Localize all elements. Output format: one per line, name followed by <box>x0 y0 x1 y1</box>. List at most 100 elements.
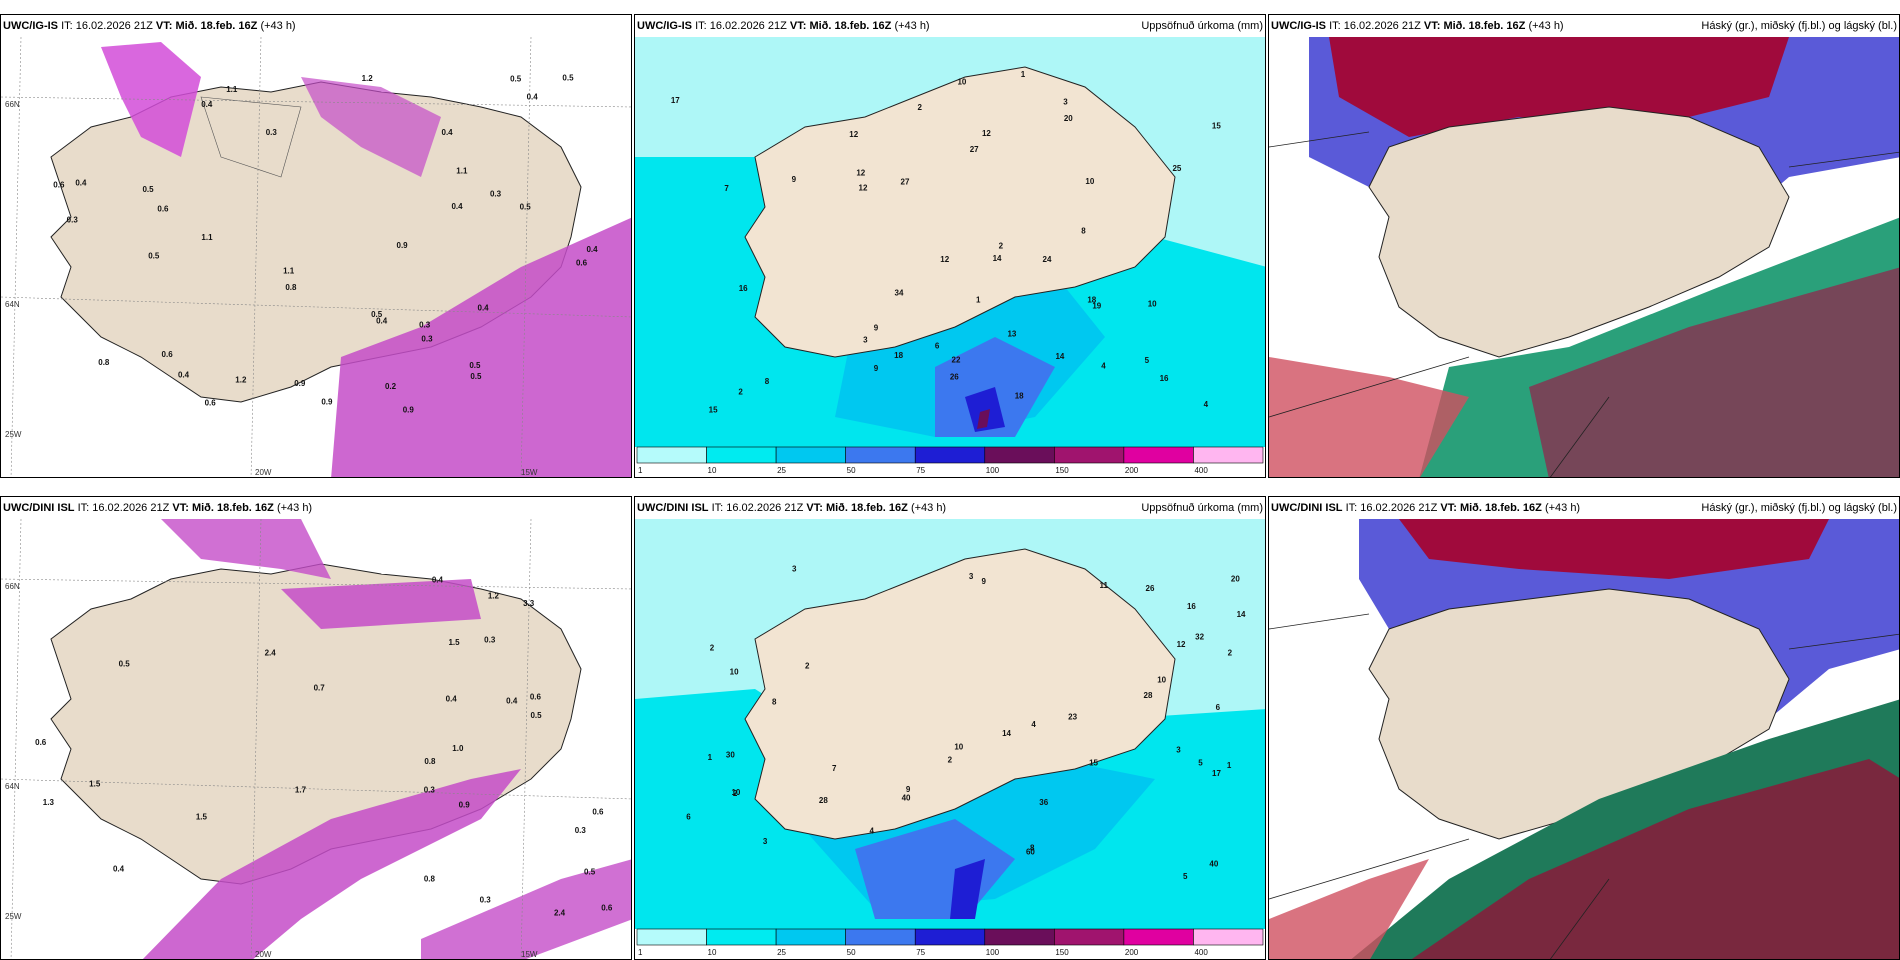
value-label: 34 <box>895 288 904 297</box>
value-label: 0.4 <box>506 697 518 706</box>
value-label: 9 <box>874 364 879 373</box>
precip-title: Uppsöfnuð úrkoma (mm) <box>1141 502 1263 514</box>
lon-label-25: 25W <box>5 912 22 921</box>
colorbar-label: 200 <box>1125 466 1139 475</box>
value-label: 16 <box>1160 374 1169 383</box>
cloud-map[interactable] <box>1269 37 1899 477</box>
value-label: 2 <box>733 789 738 798</box>
cloud-map[interactable] <box>1269 519 1899 959</box>
value-label: 0.5 <box>119 659 131 668</box>
wind-panel-top: UWC/IG-IS IT: 16.02.2026 21Z VT: Mið. 18… <box>0 14 632 478</box>
colorbar-swatch <box>1054 928 1125 946</box>
cloud-title: Háský (gr.), miðský (fj.bl.) og lágský (… <box>1701 20 1897 32</box>
value-label: 22 <box>952 356 961 365</box>
value-label: 20 <box>1064 114 1073 123</box>
value-label: 8 <box>1030 844 1035 853</box>
value-label: 5 <box>1183 872 1188 881</box>
value-label: 1.1 <box>456 166 468 175</box>
value-label: 1.5 <box>89 779 101 788</box>
panel-header: UWC/IG-IS IT: 16.02.2026 21Z VT: Mið. 18… <box>1269 15 1899 37</box>
value-label: 16 <box>1187 602 1196 611</box>
value-label: 2 <box>805 661 810 670</box>
value-label: 0.4 <box>376 316 388 325</box>
value-label: 0.3 <box>421 334 433 343</box>
value-label: 0.6 <box>162 350 174 359</box>
colorbar-label: 10 <box>708 948 717 957</box>
value-label: 3.3 <box>523 599 535 608</box>
value-label: 20 <box>1231 575 1240 584</box>
value-label: 16 <box>739 284 748 293</box>
value-label: 14 <box>993 254 1002 263</box>
value-label: 1.5 <box>448 638 460 647</box>
value-label: 0.6 <box>601 904 613 913</box>
panel-header: UWC/DINI ISL IT: 16.02.2026 21Z VT: Mið.… <box>1269 497 1899 519</box>
value-label: 0.4 <box>478 303 490 312</box>
value-label: 15 <box>1212 122 1221 131</box>
wind-map[interactable]: 66N 64N 25W 20W 15W 0.9 0.4 0.6 0.5 0.3 0.2 0.… <box>1 37 631 477</box>
value-label: 4 <box>1031 720 1036 729</box>
value-label: 10 <box>1148 300 1157 309</box>
colorbar-swatch <box>1193 928 1264 946</box>
value-label: 26 <box>950 372 959 381</box>
value-label: 0.3 <box>484 635 496 644</box>
value-label: 4 <box>1101 362 1106 371</box>
value-label: 9 <box>906 785 911 794</box>
precip-map[interactable]: 2 2 2 4 5 6 5 7 3 3 3 6 4 2 3 2 1 1 10 10 16 26 40 15 14 14 12 32 30… <box>635 519 1265 929</box>
value-label: 10 <box>957 77 966 86</box>
colorbar-label: 100 <box>986 466 1000 475</box>
value-label: 0.5 <box>584 868 596 877</box>
value-label: 12 <box>940 255 949 264</box>
colorbar-label: 75 <box>916 948 925 957</box>
value-label: 3 <box>1176 745 1181 754</box>
value-label: 0.2 <box>385 382 397 391</box>
lon-label-15: 15W <box>521 468 538 477</box>
colorbar-label: 1 <box>638 948 643 957</box>
value-label: 6 <box>935 342 940 351</box>
lon-label-25: 25W <box>5 430 22 439</box>
value-label: 8 <box>765 377 770 386</box>
value-label: 40 <box>1209 859 1218 868</box>
value-label: 18 <box>1087 296 1096 305</box>
value-label: 7 <box>832 764 837 773</box>
value-label: 0.6 <box>35 738 47 747</box>
lon-label-20: 20W <box>255 468 272 477</box>
value-label: 26 <box>1146 584 1155 593</box>
panel-header: UWC/DINI ISL IT: 16.02.2026 21Z VT: Mið.… <box>3 502 313 514</box>
value-label: 40 <box>902 794 911 803</box>
value-label: 27 <box>901 177 910 186</box>
wind-map[interactable]: 66N 64N 25W 20W 15W 0.3 0.6 0.4 0.3 0.8 0.3 0.… <box>1 519 631 959</box>
value-label: 2.4 <box>265 649 277 658</box>
value-label: 0.8 <box>285 283 297 292</box>
value-label: 0.5 <box>510 75 522 84</box>
value-label: 3 <box>969 572 974 581</box>
value-label: 2 <box>738 387 743 396</box>
colorbar-label: 25 <box>777 948 786 957</box>
cloud-panel-top: UWC/IG-IS IT: 16.02.2026 21Z VT: Mið. 18… <box>1268 14 1900 478</box>
value-label: 3 <box>863 336 868 345</box>
value-label: 28 <box>1144 691 1153 700</box>
colorbar-label: 10 <box>708 466 717 475</box>
value-label: 0.3 <box>480 896 492 905</box>
value-label: 0.6 <box>576 258 588 267</box>
colorbar-swatch <box>636 446 707 464</box>
colorbar-swatch <box>706 446 777 464</box>
value-label: 1.3 <box>43 798 55 807</box>
value-label: 0.9 <box>321 397 333 406</box>
value-label: 0.6 <box>592 807 604 816</box>
value-label: 27 <box>970 145 979 154</box>
value-label: 17 <box>1212 769 1221 778</box>
colorbar-swatch <box>1054 446 1125 464</box>
value-label: 5 <box>1198 759 1203 768</box>
colorbar-swatch <box>706 928 777 946</box>
value-label: 14 <box>1055 352 1064 361</box>
value-label: 19 <box>1092 301 1101 310</box>
value-label: 17 <box>671 96 680 105</box>
lat-label-64: 64N <box>5 300 20 309</box>
precip-map[interactable]: 2 10 2 1 2 1 5 3 4 3 4 12 18 10 14 12 18 16 12 15 17 8 26 24 19 2… <box>635 37 1265 447</box>
value-label: 32 <box>1195 633 1204 642</box>
value-label: 36 <box>1039 798 1048 807</box>
lat-label-64: 64N <box>5 782 20 791</box>
colorbar-label: 1 <box>638 466 643 475</box>
value-label: 1.1 <box>283 267 295 276</box>
wind-panel-bottom: UWC/DINI ISL IT: 16.02.2026 21Z VT: Mið.… <box>0 496 632 960</box>
